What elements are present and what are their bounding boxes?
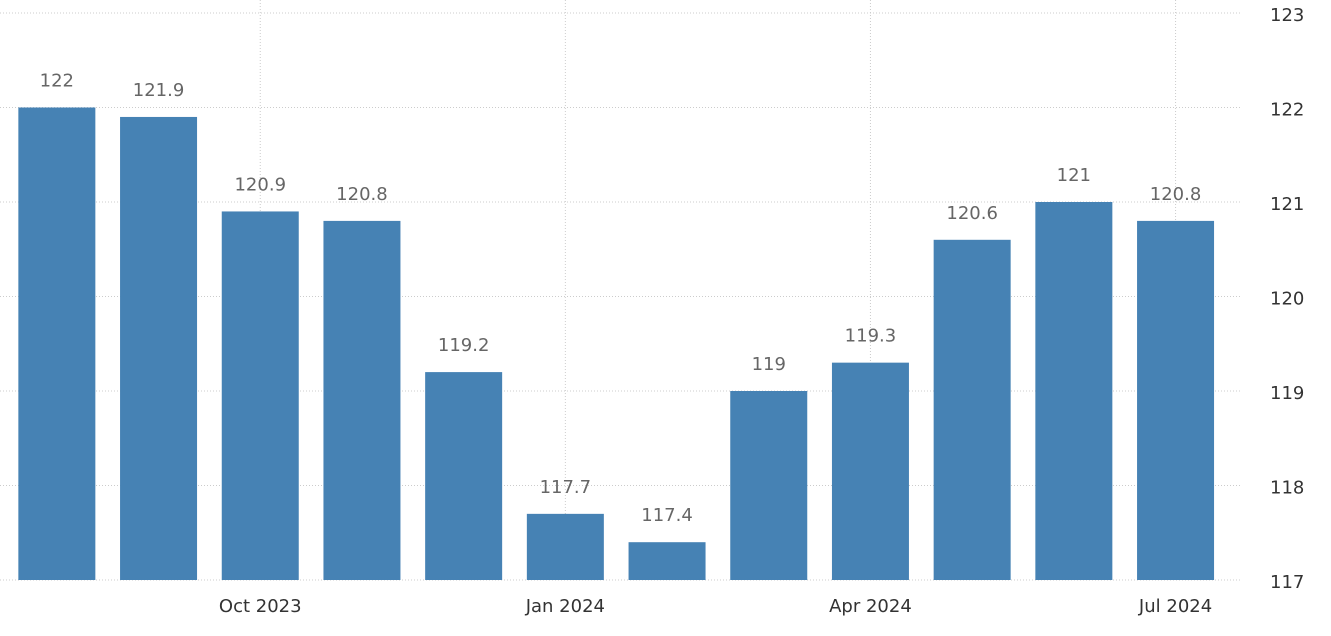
bar xyxy=(221,211,299,580)
bar xyxy=(1137,220,1215,580)
x-tick-label: Jul 2024 xyxy=(1138,596,1212,617)
y-tick-label: 119 xyxy=(1270,383,1304,404)
bar xyxy=(628,542,706,580)
value-label: 122 xyxy=(40,71,74,92)
y-tick-label: 122 xyxy=(1270,100,1304,121)
bar xyxy=(323,220,401,580)
y-tick-label: 121 xyxy=(1270,194,1304,215)
bar xyxy=(425,372,503,580)
value-label: 121.9 xyxy=(133,80,185,101)
value-label: 120.9 xyxy=(234,174,286,195)
value-label: 119.3 xyxy=(845,326,897,347)
bar xyxy=(730,391,808,580)
value-label: 117.7 xyxy=(540,477,592,498)
value-label: 120.8 xyxy=(336,184,388,205)
value-label: 120.6 xyxy=(946,203,998,224)
bar xyxy=(831,362,909,580)
value-label: 119 xyxy=(752,354,786,375)
y-tick-label: 123 xyxy=(1270,5,1304,26)
bar xyxy=(1035,202,1113,580)
y-tick-label: 118 xyxy=(1270,478,1304,499)
y-tick-label: 117 xyxy=(1270,572,1304,593)
y-tick-label: 120 xyxy=(1270,289,1304,310)
x-tick-label: Apr 2024 xyxy=(829,596,912,617)
value-label: 119.2 xyxy=(438,335,490,356)
value-label: 121 xyxy=(1057,165,1091,186)
x-tick-label: Oct 2023 xyxy=(219,596,302,617)
bar xyxy=(18,107,96,580)
bar xyxy=(526,513,604,580)
bar xyxy=(120,116,198,580)
value-label: 117.4 xyxy=(641,505,693,526)
x-tick-label: Jan 2024 xyxy=(525,596,605,617)
value-label: 120.8 xyxy=(1150,184,1202,205)
bar xyxy=(933,239,1011,581)
